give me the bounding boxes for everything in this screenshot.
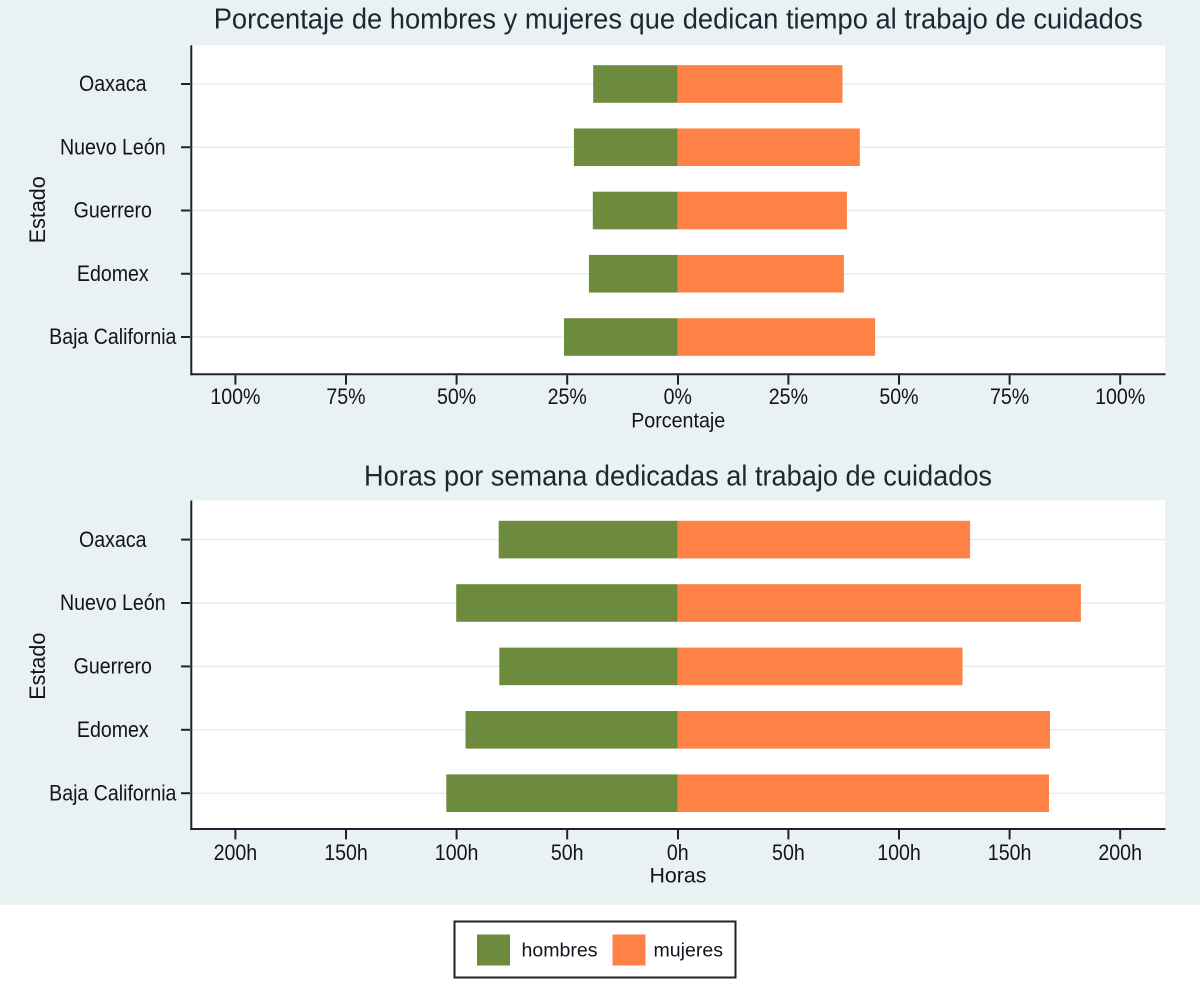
svg-text:50h: 50h [551,840,584,865]
svg-text:75%: 75% [990,384,1029,409]
svg-text:Porcentaje: Porcentaje [631,410,725,433]
svg-text:25%: 25% [548,384,587,409]
svg-text:75%: 75% [326,384,365,409]
svg-text:Horas por semana dedicadas al: Horas por semana dedicadas al trabajo de… [364,460,992,492]
svg-text:150h: 150h [988,840,1032,865]
svg-text:Horas: Horas [650,864,707,887]
svg-text:0%: 0% [664,384,692,409]
svg-text:Oaxaca: Oaxaca [79,527,147,552]
svg-text:Porcentaje de hombres y mujere: Porcentaje de hombres y mujeres que dedi… [214,3,1143,35]
svg-text:Estado: Estado [25,633,50,700]
svg-text:200h: 200h [1098,840,1142,865]
svg-text:mujeres: mujeres [654,940,724,961]
svg-text:Guerrero: Guerrero [74,198,152,223]
svg-text:100h: 100h [877,840,921,865]
svg-text:50%: 50% [437,384,476,409]
svg-text:100%: 100% [210,384,260,409]
svg-text:50h: 50h [772,840,805,865]
svg-text:0h: 0h [667,840,689,865]
svg-text:Nuevo León: Nuevo León [60,590,166,615]
svg-text:25%: 25% [769,384,808,409]
svg-text:100h: 100h [435,840,479,865]
svg-text:200h: 200h [214,840,258,865]
svg-text:hombres: hombres [522,940,598,961]
svg-text:100%: 100% [1095,384,1145,409]
svg-text:Edomex: Edomex [77,261,149,286]
svg-text:Baja California: Baja California [49,324,177,349]
svg-text:Edomex: Edomex [77,717,149,742]
svg-text:Nuevo León: Nuevo León [60,134,166,159]
svg-text:Guerrero: Guerrero [74,654,152,679]
svg-text:Baja California: Baja California [49,780,177,805]
svg-text:Oaxaca: Oaxaca [79,71,147,96]
svg-text:Estado: Estado [25,176,50,243]
svg-text:150h: 150h [324,840,368,865]
svg-text:50%: 50% [879,384,918,409]
